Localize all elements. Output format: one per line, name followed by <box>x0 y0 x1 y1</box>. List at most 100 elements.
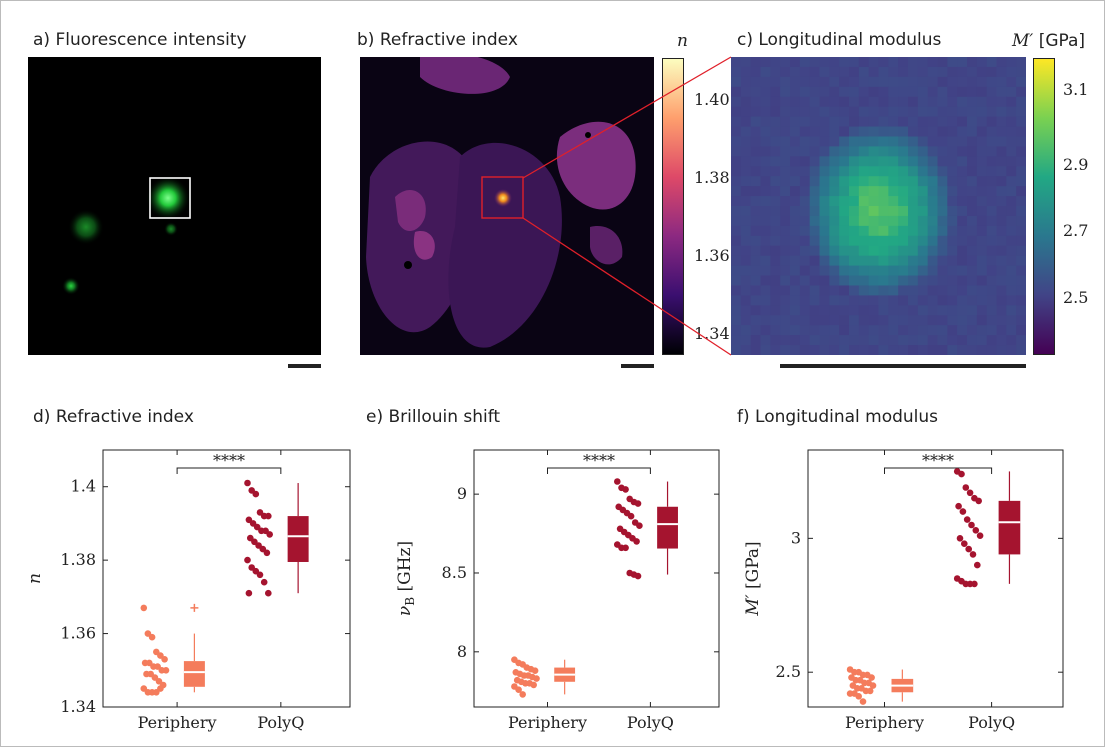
modulus-pixel <box>996 325 1007 336</box>
significance-bracket <box>884 467 993 474</box>
modulus-pixel <box>750 215 762 227</box>
modulus-pixel <box>976 76 988 88</box>
modulus-pixel <box>878 255 889 267</box>
modulus-pixel <box>927 345 939 355</box>
modulus-pixel <box>740 215 752 227</box>
modulus-pixel <box>1006 166 1017 177</box>
x-tick-label: PolyQ <box>257 713 304 732</box>
modulus-pixel <box>927 76 939 88</box>
modulus-pixel <box>760 245 771 257</box>
modulus-pixel <box>917 295 929 306</box>
refractive-index-image <box>360 57 654 355</box>
modulus-pixel <box>1016 106 1026 118</box>
modulus-pixel <box>750 225 762 237</box>
modulus-pixel <box>937 285 948 296</box>
modulus-pixel <box>790 86 801 98</box>
polyq-aggregate-spot <box>146 176 190 220</box>
modulus-pixel <box>917 116 929 128</box>
modulus-pixel <box>790 285 801 296</box>
modulus-pixel <box>917 176 929 187</box>
modulus-pixel <box>986 106 998 118</box>
data-point <box>636 522 643 529</box>
modulus-pixel <box>780 156 791 167</box>
x-tick-label: PolyQ <box>627 713 674 732</box>
modulus-pixel <box>809 196 821 207</box>
modulus-pixel <box>858 186 870 197</box>
modulus-pixel <box>947 116 958 128</box>
modulus-pixel <box>868 345 880 355</box>
modulus-pixel <box>1006 225 1017 237</box>
modulus-pixel <box>790 295 801 306</box>
modulus-pixel <box>819 116 830 128</box>
modulus-pixel <box>927 136 939 147</box>
data-point <box>855 693 862 700</box>
colorbar-tick: 2.5 <box>1063 288 1089 307</box>
x-tick-label: PolyQ <box>968 713 1015 732</box>
modulus-pixel <box>898 206 909 217</box>
modulus-pixel <box>888 206 899 217</box>
data-point <box>263 549 271 557</box>
modulus-pixel <box>888 146 899 157</box>
modulus-pixel <box>809 126 821 138</box>
modulus-pixel <box>858 57 870 68</box>
colorbar-tick: 3.1 <box>1063 80 1089 99</box>
modulus-pixel <box>849 176 860 187</box>
modulus-pixel <box>839 255 850 267</box>
modulus-pixel <box>1016 206 1026 217</box>
modulus-pixel <box>1016 315 1026 326</box>
modulus-pixel <box>1016 345 1026 355</box>
modulus-pixel <box>996 215 1007 227</box>
data-point <box>965 545 972 553</box>
modulus-pixel <box>927 86 939 98</box>
modulus-pixel <box>858 265 870 277</box>
scale-bar <box>288 364 321 368</box>
modulus-pixel <box>760 315 771 326</box>
modulus-pixel <box>839 325 850 336</box>
modulus-pixel <box>819 136 830 147</box>
box <box>657 506 678 549</box>
modulus-pixel <box>996 315 1007 326</box>
modulus-pixel <box>829 66 840 78</box>
modulus-pixel <box>976 126 988 138</box>
modulus-pixel <box>937 86 948 98</box>
modulus-pixel <box>839 136 850 147</box>
modulus-pixel <box>937 225 948 237</box>
modulus-pixel <box>996 106 1007 118</box>
modulus-pixel <box>770 86 781 98</box>
data-point <box>256 571 264 579</box>
modulus-pixel <box>888 126 899 138</box>
modulus-pixel <box>809 136 821 147</box>
modulus-pixel <box>849 196 860 207</box>
modulus-pixel <box>731 275 742 287</box>
modulus-pixel <box>976 225 988 237</box>
modulus-pixel <box>770 295 781 306</box>
modulus-pixel <box>908 335 919 346</box>
modulus-pixel <box>839 245 850 257</box>
modulus-pixel <box>937 255 948 267</box>
modulus-pixel <box>868 76 880 88</box>
data-point <box>265 589 272 597</box>
modulus-pixel <box>927 146 939 157</box>
modulus-pixel <box>809 206 821 217</box>
modulus-pixel <box>858 86 870 98</box>
modulus-pixel <box>908 186 919 197</box>
modulus-pixel <box>986 235 998 247</box>
modulus-pixel <box>937 345 948 355</box>
modulus-pixel <box>996 116 1007 128</box>
modulus-pixel <box>898 235 909 247</box>
modulus-pixel <box>809 176 821 187</box>
modulus-pixel <box>868 325 880 336</box>
data-point <box>962 484 970 491</box>
modulus-pixel <box>986 206 998 217</box>
modulus-pixel <box>819 265 830 277</box>
modulus-pixel <box>809 255 821 267</box>
modulus-pixel <box>917 206 929 217</box>
modulus-pixel <box>917 285 929 296</box>
modulus-pixel <box>927 225 939 237</box>
modulus-pixel <box>839 57 850 68</box>
modulus-pixel <box>790 186 801 197</box>
modulus-pixel <box>868 116 880 128</box>
modulus-pixel <box>731 156 742 167</box>
modulus-pixel <box>908 96 919 108</box>
